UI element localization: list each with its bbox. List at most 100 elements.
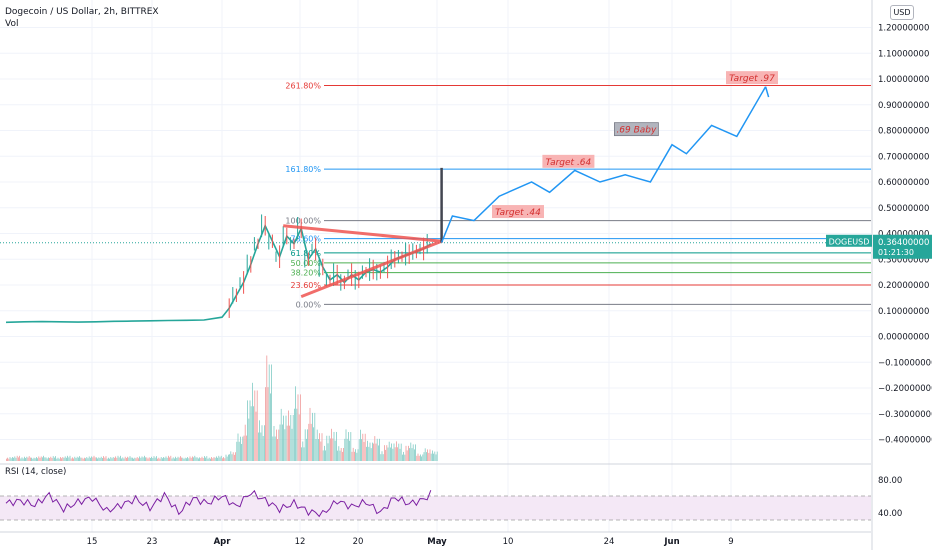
volume-bar [412,444,414,461]
price-tick-label: −0.30000000 [878,410,932,420]
volume-bar [166,457,168,461]
volume-bar [44,457,46,461]
volume-bar [32,458,34,461]
volume-bars [6,355,438,461]
target-label: Target .44 [492,205,544,219]
volume-bar [243,435,245,461]
volume-bar [266,355,268,461]
volume-bar [105,456,107,461]
volume-bar [153,456,155,461]
fib-level-label: 78.60% [290,235,321,244]
symbol-tag-text: DOGEUSD [829,237,870,246]
volume-bar [70,458,72,461]
volume-bar [100,456,102,461]
price-tick-label: 1.20000000 [878,24,929,34]
volume-bar [73,458,74,461]
volume-bar [236,441,238,461]
volume-bar [39,457,41,461]
price-tick-label: −0.40000000 [878,436,932,446]
volume-bar [96,457,97,461]
volume-bar [194,455,196,461]
volume-bar [247,400,248,461]
volume-bar [280,408,282,461]
volume-bar [385,449,386,461]
volume-bar [163,457,164,461]
volume-bar [156,456,157,461]
projection-arrow [764,86,770,98]
volume-bar [289,425,290,461]
volume-bar [108,457,109,461]
volume-bar [46,458,48,461]
volume-bar [326,435,328,461]
price-tick-label: 0.90000000 [878,101,929,111]
chart-annotations[interactable]: Target .44 Target .64 Target .97 .69 Baby [492,71,778,219]
volume-bar [206,456,208,461]
volume-bar [36,457,37,461]
volume-bar [84,457,85,461]
volume-bar [386,445,388,461]
volume-bar [416,455,418,461]
volume-bar [6,458,7,461]
volume-bar [192,456,193,461]
volume-bar [20,458,22,461]
time-axis[interactable]: 15 23 Apr 12 20 May 10 24 Jun 9 [87,537,734,547]
volume-bar [315,439,317,461]
drawing-tools[interactable] [283,86,770,298]
volume-bar [224,458,226,461]
volume-bar [172,457,174,461]
volume-bar [387,447,389,461]
volume-bar [381,451,383,461]
volume-bar [213,457,215,461]
volume-bar [68,457,70,461]
volume-bar [376,438,378,461]
currency-button[interactable]: USD [890,5,914,20]
volume-bar [180,456,181,461]
volume-bar [292,415,294,461]
time-tick-label: 9 [728,537,733,547]
volume-bar [423,452,425,461]
volume-bar [170,455,172,461]
volume-bar [169,457,170,461]
volume-bar [168,455,169,461]
volume-bar [282,424,283,461]
volume-bar [132,457,133,461]
volume-bar [66,457,67,461]
volume-bar [238,441,240,461]
volume-bar [300,394,301,461]
volume-bar [158,457,160,461]
volume-bar [33,457,35,461]
note-label: .69 Baby [614,122,659,137]
volume-bar [296,408,298,461]
volume-bar [244,424,246,461]
volume-bar [249,400,251,461]
rsi-pane[interactable] [0,489,871,521]
volume-bar [408,445,409,461]
price-axis[interactable]: 1.20000000 1.10000000 1.00000000 0.90000000… [826,0,932,550]
volume-bar [390,447,391,461]
volume-bar [434,451,436,461]
price-tick-label: 0.40000000 [878,230,929,240]
volume-bar [223,457,224,461]
volume-bar [332,438,334,461]
volume-bar [273,426,275,461]
volume-bar [139,456,140,461]
volume-bar [14,456,16,461]
volume-bar [339,450,341,461]
volume-bar [364,433,366,461]
volume-bar [207,458,209,461]
volume-bar [354,451,355,461]
volume-bar [235,452,236,461]
volume-bar [254,390,256,461]
volume-bar [181,457,182,461]
time-tick-label: 20 [353,537,364,547]
volume-bar [397,447,398,461]
volume-bar [268,364,270,461]
volume-bar [218,455,220,461]
volume-bar [9,457,11,461]
volume-bar [201,456,203,461]
volume-bar [27,457,29,461]
volume-bar [421,456,422,461]
volume-bar [193,457,194,461]
volume-bar [415,444,416,461]
